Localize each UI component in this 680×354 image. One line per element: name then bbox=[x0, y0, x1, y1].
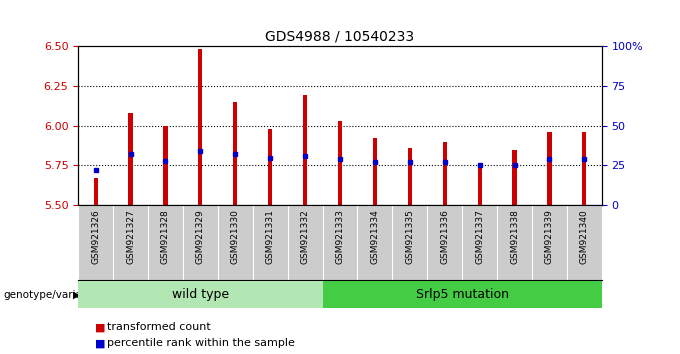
Title: GDS4988 / 10540233: GDS4988 / 10540233 bbox=[265, 29, 415, 44]
Bar bbox=[338, 121, 342, 205]
Bar bbox=[233, 102, 237, 205]
Bar bbox=[373, 138, 377, 205]
Text: GSM921336: GSM921336 bbox=[440, 209, 449, 264]
Text: GSM921339: GSM921339 bbox=[545, 209, 554, 264]
Text: GSM921334: GSM921334 bbox=[371, 209, 379, 264]
Text: GSM921330: GSM921330 bbox=[231, 209, 240, 264]
Text: genotype/variation: genotype/variation bbox=[3, 290, 103, 300]
Bar bbox=[408, 148, 412, 205]
Text: transformed count: transformed count bbox=[107, 322, 211, 332]
Text: ■: ■ bbox=[95, 338, 105, 348]
Text: GSM921337: GSM921337 bbox=[475, 209, 484, 264]
Bar bbox=[582, 132, 586, 205]
Text: ■: ■ bbox=[95, 322, 105, 332]
Text: GSM921333: GSM921333 bbox=[335, 209, 345, 264]
Text: GSM921326: GSM921326 bbox=[91, 209, 100, 264]
Bar bbox=[547, 132, 551, 205]
Text: GSM921327: GSM921327 bbox=[126, 209, 135, 264]
Bar bbox=[513, 149, 517, 205]
Text: GSM921328: GSM921328 bbox=[161, 209, 170, 264]
Bar bbox=[303, 95, 307, 205]
Text: GSM921329: GSM921329 bbox=[196, 209, 205, 264]
Bar bbox=[94, 178, 98, 205]
Text: GSM921332: GSM921332 bbox=[301, 209, 309, 264]
Text: wild type: wild type bbox=[172, 288, 229, 301]
Bar bbox=[443, 142, 447, 205]
Text: GSM921340: GSM921340 bbox=[580, 209, 589, 264]
Text: ▶: ▶ bbox=[73, 290, 80, 300]
Bar bbox=[163, 126, 167, 205]
Text: GSM921331: GSM921331 bbox=[266, 209, 275, 264]
Bar bbox=[268, 129, 272, 205]
Bar bbox=[129, 113, 133, 205]
Text: percentile rank within the sample: percentile rank within the sample bbox=[107, 338, 295, 348]
Text: GSM921335: GSM921335 bbox=[405, 209, 414, 264]
Bar bbox=[199, 49, 203, 205]
Text: GSM921338: GSM921338 bbox=[510, 209, 519, 264]
Bar bbox=[477, 165, 481, 205]
Text: Srlp5 mutation: Srlp5 mutation bbox=[415, 288, 509, 301]
